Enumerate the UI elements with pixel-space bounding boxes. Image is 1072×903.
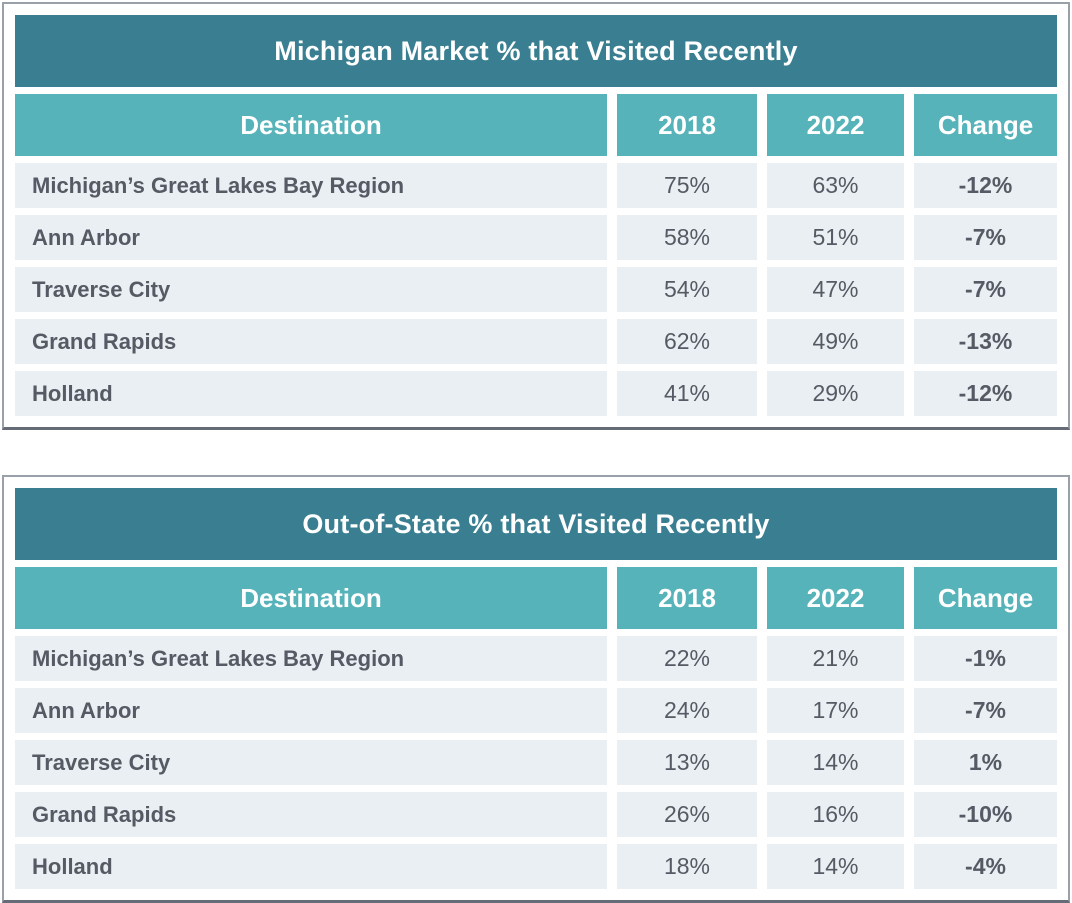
value-2018-cell: 22%: [617, 636, 757, 681]
column-header-destination: Destination: [15, 567, 607, 629]
table-row: Michigan’s Great Lakes Bay Region 22% 21…: [15, 636, 1057, 681]
change-cell: -7%: [914, 688, 1057, 733]
destination-cell: Traverse City: [15, 740, 607, 785]
value-2018-cell: 41%: [617, 371, 757, 416]
value-2018-cell: 24%: [617, 688, 757, 733]
column-header-2022: 2022: [767, 567, 904, 629]
value-2018-cell: 62%: [617, 319, 757, 364]
table-title: Michigan Market % that Visited Recently: [15, 15, 1057, 87]
column-header-destination: Destination: [15, 94, 607, 156]
destination-cell: Holland: [15, 844, 607, 889]
destination-cell: Michigan’s Great Lakes Bay Region: [15, 636, 607, 681]
table-row: Grand Rapids 26% 16% -10%: [15, 792, 1057, 837]
change-cell: -12%: [914, 371, 1057, 416]
value-2018-cell: 26%: [617, 792, 757, 837]
table-row: Holland 18% 14% -4%: [15, 844, 1057, 889]
value-2022-cell: 47%: [767, 267, 904, 312]
destination-cell: Ann Arbor: [15, 215, 607, 260]
destination-cell: Ann Arbor: [15, 688, 607, 733]
value-2018-cell: 58%: [617, 215, 757, 260]
destination-cell: Michigan’s Great Lakes Bay Region: [15, 163, 607, 208]
change-cell: -7%: [914, 267, 1057, 312]
value-2022-cell: 63%: [767, 163, 904, 208]
destination-cell: Holland: [15, 371, 607, 416]
value-2022-cell: 21%: [767, 636, 904, 681]
value-2018-cell: 54%: [617, 267, 757, 312]
column-header-change: Change: [914, 94, 1057, 156]
value-2022-cell: 14%: [767, 740, 904, 785]
destination-cell: Traverse City: [15, 267, 607, 312]
change-cell: -10%: [914, 792, 1057, 837]
table-header-row: Destination 2018 2022 Change: [15, 567, 1057, 629]
table-row: Michigan’s Great Lakes Bay Region 75% 63…: [15, 163, 1057, 208]
value-2022-cell: 14%: [767, 844, 904, 889]
column-header-2018: 2018: [617, 567, 757, 629]
value-2022-cell: 17%: [767, 688, 904, 733]
change-cell: -7%: [914, 215, 1057, 260]
change-cell: -4%: [914, 844, 1057, 889]
destination-cell: Grand Rapids: [15, 319, 607, 364]
table-row: Traverse City 13% 14% 1%: [15, 740, 1057, 785]
out-of-state-table: Out-of-State % that Visited Recently Des…: [2, 475, 1070, 903]
change-cell: -12%: [914, 163, 1057, 208]
table-row: Traverse City 54% 47% -7%: [15, 267, 1057, 312]
value-2018-cell: 18%: [617, 844, 757, 889]
table-header-row: Destination 2018 2022 Change: [15, 94, 1057, 156]
column-header-2022: 2022: [767, 94, 904, 156]
change-cell: -1%: [914, 636, 1057, 681]
michigan-market-table: Michigan Market % that Visited Recently …: [2, 2, 1070, 430]
table-row: Grand Rapids 62% 49% -13%: [15, 319, 1057, 364]
value-2022-cell: 51%: [767, 215, 904, 260]
value-2018-cell: 75%: [617, 163, 757, 208]
table-row: Ann Arbor 58% 51% -7%: [15, 215, 1057, 260]
change-cell: -13%: [914, 319, 1057, 364]
change-cell: 1%: [914, 740, 1057, 785]
table-title: Out-of-State % that Visited Recently: [15, 488, 1057, 560]
value-2022-cell: 16%: [767, 792, 904, 837]
value-2018-cell: 13%: [617, 740, 757, 785]
column-header-change: Change: [914, 567, 1057, 629]
value-2022-cell: 49%: [767, 319, 904, 364]
column-header-2018: 2018: [617, 94, 757, 156]
table-row: Holland 41% 29% -12%: [15, 371, 1057, 416]
destination-cell: Grand Rapids: [15, 792, 607, 837]
table-row: Ann Arbor 24% 17% -7%: [15, 688, 1057, 733]
value-2022-cell: 29%: [767, 371, 904, 416]
